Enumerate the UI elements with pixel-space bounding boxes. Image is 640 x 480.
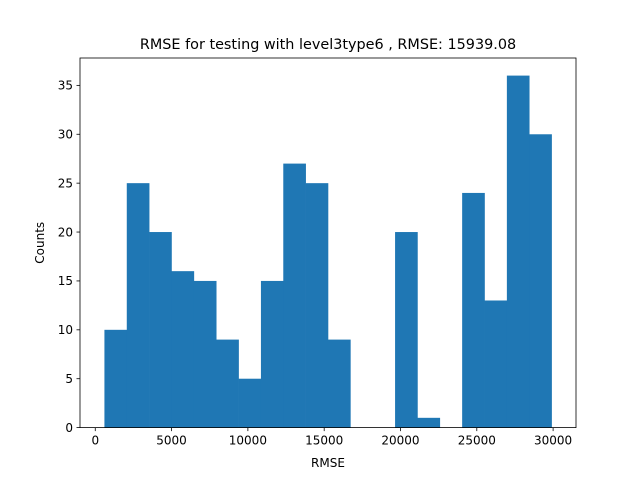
histogram-bar bbox=[149, 232, 172, 428]
histogram-bar bbox=[484, 300, 508, 428]
y-tick-label: 35 bbox=[58, 79, 73, 93]
y-axis-label: Counts bbox=[33, 222, 47, 264]
histogram-bar bbox=[395, 232, 418, 428]
y-tick-label: 0 bbox=[65, 421, 73, 435]
histogram-bar bbox=[171, 271, 195, 428]
histogram-bar bbox=[193, 280, 217, 428]
chart-title: RMSE for testing with level3type6 , RMSE… bbox=[140, 37, 516, 53]
x-axis-ticks: 0 5000 10000 15000 20000 25000 30000 bbox=[91, 427, 572, 448]
x-tick-label: 30000 bbox=[534, 434, 572, 448]
y-tick-label: 5 bbox=[65, 372, 73, 386]
y-tick-label: 20 bbox=[58, 225, 73, 239]
histogram-bar bbox=[260, 280, 284, 428]
bars-group bbox=[104, 75, 552, 428]
y-tick-label: 25 bbox=[58, 176, 73, 190]
histogram-bar bbox=[126, 183, 150, 428]
histogram-bar bbox=[283, 163, 306, 428]
histogram-bar bbox=[462, 192, 485, 428]
y-tick-label: 15 bbox=[58, 274, 73, 288]
x-tick-label: 0 bbox=[91, 434, 99, 448]
y-tick-label: 10 bbox=[58, 323, 73, 337]
histogram-bar bbox=[238, 378, 262, 428]
histogram-bar bbox=[104, 329, 128, 428]
histogram-bar bbox=[529, 134, 552, 428]
x-tick-label: 15000 bbox=[305, 434, 343, 448]
x-tick-label: 10000 bbox=[229, 434, 267, 448]
y-tick-label: 30 bbox=[58, 128, 73, 142]
axes-frame bbox=[79, 57, 577, 429]
histogram-bar bbox=[506, 75, 530, 428]
histogram-bar bbox=[216, 339, 239, 428]
x-tick-label: 5000 bbox=[156, 434, 187, 448]
x-axis-label: RMSE bbox=[311, 456, 345, 470]
histogram-bar bbox=[328, 339, 351, 428]
x-tick-label: 25000 bbox=[458, 434, 496, 448]
y-axis-ticks: 0 5 10 15 20 25 30 35 bbox=[58, 79, 80, 435]
histogram-bar bbox=[305, 183, 329, 428]
x-tick-label: 20000 bbox=[381, 434, 419, 448]
histogram-bar bbox=[417, 417, 441, 428]
